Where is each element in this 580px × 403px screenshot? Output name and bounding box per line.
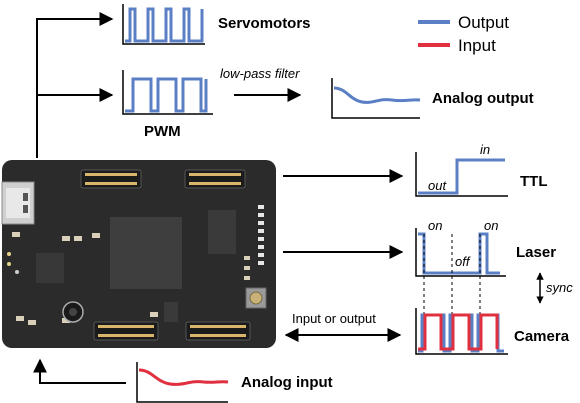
pwm-signal [125, 77, 208, 113]
ttl-in-label: in [480, 142, 490, 157]
pwm-waveform: PWM low-pass filter [122, 66, 300, 140]
camera-axes [415, 308, 508, 355]
analog-input-axes [136, 362, 228, 403]
camera-waveform: Camera Input or output [292, 308, 570, 355]
analog-output-label: Analog output [432, 90, 534, 107]
low-pass-filter-label: low-pass filter [220, 66, 300, 81]
analog-input-label: Analog input [241, 374, 333, 391]
tiny-chip [164, 302, 178, 322]
ttl-label: TTL [520, 173, 548, 190]
analog-input-waveform: Analog input [136, 362, 333, 403]
led-column [258, 205, 264, 265]
main-processor-chip [110, 217, 182, 289]
servomotors-waveform: Servomotors [122, 4, 311, 45]
servomotors-axes [122, 4, 205, 45]
camera-label: Camera [514, 328, 570, 345]
usb-connector-icon [1, 181, 35, 225]
bottom-connector-left [93, 321, 159, 341]
ttl-axes [415, 152, 508, 197]
top-connector-right [184, 169, 246, 189]
sync-label: sync [546, 280, 573, 295]
legend-output-label: Output [458, 13, 509, 32]
laser-off-label: off [455, 254, 471, 269]
laser-axes [415, 228, 506, 277]
smd-components [7, 232, 250, 325]
ttl-waveform: out in TTL [415, 142, 548, 197]
output-arrows [33, 12, 544, 384]
small-chip [36, 253, 64, 283]
laser-waveform: on off on Laser [415, 218, 556, 277]
pwm-axes [122, 70, 213, 115]
analog-input-to-board-arrow [33, 358, 126, 384]
laser-on-label-1: on [428, 218, 442, 233]
sync-guides [423, 234, 481, 348]
trunk-to-servomotors-arrow [36, 12, 114, 158]
camera-input-signal [418, 313, 499, 351]
laser-on-label-2: on [484, 218, 498, 233]
legend-input-label: Input [458, 36, 496, 55]
input-or-output-label: Input or output [292, 311, 376, 326]
ttl-out-label: out [428, 178, 447, 193]
memory-chip [208, 210, 236, 254]
ttl-signal [418, 158, 505, 195]
analog-input-signal [138, 368, 229, 386]
laser-label: Laser [516, 244, 556, 261]
push-button-icon [245, 287, 267, 309]
buzzer-icon [62, 301, 84, 323]
analog-output-signal [333, 86, 421, 104]
bottom-connector-right [185, 321, 251, 341]
camera-output-signal [418, 313, 504, 353]
top-connector-left [80, 169, 142, 189]
analog-output-axes [331, 78, 420, 119]
legend: Output Input [418, 13, 509, 55]
servomotors-label: Servomotors [218, 15, 311, 32]
analog-output-waveform: Analog output [331, 78, 534, 119]
pwm-label: PWM [144, 123, 181, 140]
servomotors-signal [125, 7, 204, 43]
microcontroller-board [1, 160, 276, 348]
